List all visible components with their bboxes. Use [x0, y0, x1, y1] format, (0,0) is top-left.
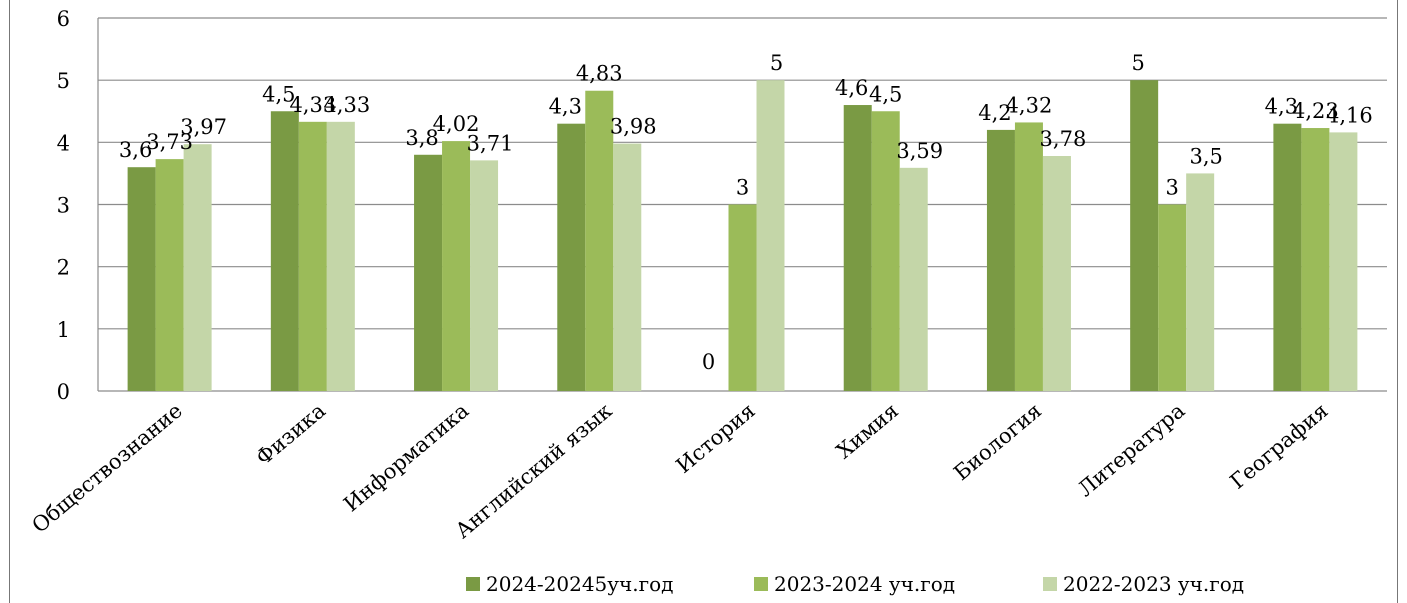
data-label: 3,98: [610, 115, 657, 139]
bar: [585, 90, 614, 392]
bar: [1042, 156, 1071, 391]
y-tick-label: 2: [57, 256, 70, 280]
bar: [1301, 128, 1330, 391]
data-label: 4,16: [1326, 103, 1373, 127]
data-label: 4,83: [576, 62, 623, 86]
legend: 2024-20245уч.год 2023-2024 уч.год 2022-202…: [0, 572, 1407, 600]
data-label: 3,71: [467, 131, 514, 155]
data-label: 4,6: [835, 76, 868, 100]
data-label: 4,33: [289, 93, 336, 117]
bar: [986, 129, 1015, 391]
legend-label: 2024-20245уч.год: [486, 572, 674, 596]
data-label: 4,5: [262, 82, 295, 106]
y-tick-label: 0: [57, 380, 70, 404]
bar: [298, 121, 327, 392]
bar: [1130, 80, 1159, 392]
bar: [1273, 123, 1302, 391]
legend-item: 2024-20245уч.год: [466, 572, 673, 596]
bar: [1014, 122, 1043, 391]
bar: [843, 105, 872, 392]
right-border: [1397, 0, 1398, 603]
y-tick-label: 3: [57, 194, 70, 218]
data-label: 5: [1131, 51, 1144, 75]
bar: [414, 154, 443, 391]
bar: [470, 160, 499, 391]
bar: [728, 204, 757, 391]
data-label: 4,5: [869, 82, 902, 106]
data-label: 3: [736, 176, 749, 200]
x-tick-label: Английский язык: [451, 398, 617, 543]
bar: [326, 121, 355, 392]
data-label: 3,6: [119, 138, 152, 162]
data-label: 3,8: [405, 126, 438, 150]
legend-label: 2023-2024 уч.год: [774, 572, 956, 596]
bar: [155, 159, 184, 391]
x-tick-label: География: [1226, 398, 1333, 493]
bar: [557, 123, 586, 391]
bar: [613, 143, 642, 391]
data-label: 5: [770, 51, 783, 75]
legend-label: 2022-2023 уч.год: [1063, 572, 1245, 596]
x-tick-label: Информатика: [339, 398, 473, 516]
data-label: 4,3: [1265, 95, 1298, 119]
bar: [1158, 204, 1187, 391]
legend-item: 2022-2023 уч.год: [1043, 572, 1244, 596]
data-label: 3,5: [1189, 144, 1222, 168]
bars: [127, 80, 1358, 392]
data-label: 0: [702, 350, 715, 374]
data-labels: 3,63,733,974,54,334,333,84,023,714,34,83…: [119, 51, 1373, 374]
bar: [270, 111, 299, 391]
legend-swatch: [1043, 577, 1057, 591]
bar: [899, 167, 928, 391]
bar: [1186, 173, 1215, 391]
data-label: 4,23: [1292, 99, 1339, 123]
legend-swatch: [754, 577, 768, 591]
data-label: 4,2: [978, 101, 1011, 125]
data-label: 4,33: [323, 93, 370, 117]
bar: [871, 111, 900, 391]
y-tick-label: 1: [57, 318, 70, 342]
bar: [756, 80, 785, 392]
x-tick-label: История: [671, 398, 759, 477]
data-label: 3,73: [146, 130, 193, 154]
x-tick-label: Биология: [949, 398, 1046, 485]
data-label: 4,32: [1006, 93, 1053, 117]
bar: [183, 144, 212, 391]
data-label: 3,59: [896, 139, 943, 163]
x-tick-label: Химия: [832, 398, 903, 463]
x-axis: Обществознание Физика ИнформатикаАнглийски…: [27, 398, 1332, 543]
data-label: 3: [1165, 176, 1178, 200]
data-label: 3,97: [180, 115, 227, 139]
data-label: 4,02: [433, 112, 480, 136]
left-border: [9, 0, 10, 603]
y-axis: 0 1 2 3 4 5 6: [57, 7, 99, 404]
bar: [1329, 132, 1358, 392]
y-tick-label: 5: [57, 69, 70, 93]
x-tick-label: Физика: [251, 398, 330, 469]
x-tick-label: Литература: [1073, 398, 1189, 501]
legend-swatch: [466, 577, 480, 591]
x-tick-label: Обществознание: [27, 398, 186, 537]
bar: [127, 167, 156, 391]
data-label: 4,3: [549, 95, 582, 119]
data-label: 3,78: [1040, 127, 1087, 151]
y-tick-label: 4: [57, 131, 70, 155]
bar: [442, 141, 471, 391]
y-tick-label: 6: [57, 7, 70, 31]
legend-item: 2023-2024 уч.год: [754, 572, 955, 596]
